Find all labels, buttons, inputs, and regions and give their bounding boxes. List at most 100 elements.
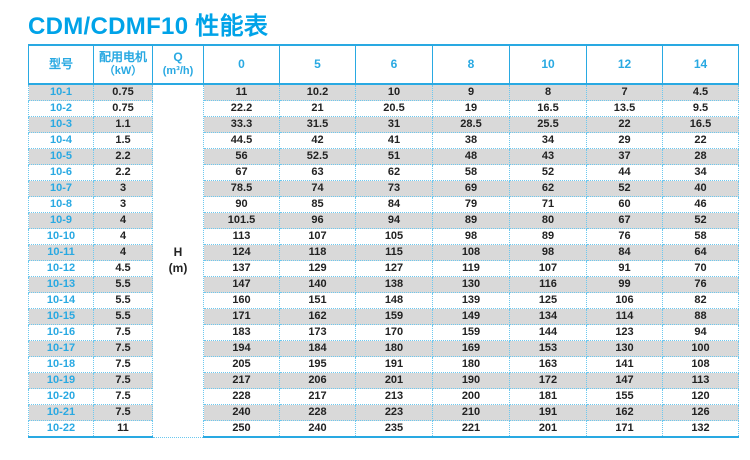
table-row: 10-3 1.1 33.3 31.5 31 28.5 25.5 22 16.5 — [28, 116, 739, 133]
head-value-cell: 76 — [586, 228, 663, 245]
motor-kw-cell: 7.5 — [93, 388, 153, 405]
motor-kw-cell: 3 — [93, 180, 153, 197]
head-value-cell: 170 — [355, 324, 433, 341]
head-value-cell: 44 — [586, 164, 663, 181]
model-cell: 10-12 — [28, 260, 94, 277]
table-row: 10-9 4 101.5 96 94 89 80 67 52 — [28, 212, 739, 229]
head-unit-symbol: H — [173, 245, 183, 260]
head-value-cell: 139 — [432, 292, 510, 309]
head-value-cell: 79 — [432, 196, 510, 213]
head-value-cell: 40 — [662, 180, 739, 197]
head-value-cell: 114 — [586, 308, 663, 325]
head-value-cell: 159 — [355, 308, 433, 325]
model-cell: 10-16 — [28, 324, 94, 341]
model-cell: 10-4 — [28, 132, 94, 149]
head-value-cell: 8 — [509, 83, 587, 101]
model-cell: 10-13 — [28, 276, 94, 293]
head-value-cell: 22 — [586, 116, 663, 133]
header-flow-3: 8 — [432, 44, 510, 85]
head-value-cell: 43 — [509, 148, 587, 165]
head-value-cell: 163 — [509, 356, 587, 373]
motor-kw-cell: 7.5 — [93, 404, 153, 421]
head-value-cell: 147 — [203, 276, 280, 293]
head-value-cell: 123 — [586, 324, 663, 341]
head-value-cell: 16.5 — [509, 100, 587, 117]
head-value-cell: 210 — [432, 404, 510, 421]
head-value-cell: 69 — [432, 180, 510, 197]
motor-kw-cell: 5.5 — [93, 276, 153, 293]
head-value-cell: 38 — [432, 132, 510, 149]
header-flow-4: 10 — [509, 44, 587, 85]
table-row: 10-22 11 250 240 235 221 201 171 132 — [28, 420, 739, 438]
head-value-cell: 217 — [203, 372, 280, 389]
head-value-cell: 160 — [203, 292, 280, 309]
table-row: 10-11 4 124 118 115 108 98 84 64 — [28, 244, 739, 261]
table-row: 10-6 2.2 67 63 62 58 52 44 34 — [28, 164, 739, 181]
motor-kw-cell: 7.5 — [93, 372, 153, 389]
head-value-cell: 107 — [279, 228, 356, 245]
motor-kw-cell: 2.2 — [93, 148, 153, 165]
head-value-cell: 138 — [355, 276, 433, 293]
head-value-cell: 108 — [432, 244, 510, 261]
motor-kw-cell: 0.75 — [93, 83, 153, 101]
head-value-cell: 22.2 — [203, 100, 280, 117]
head-value-cell: 33.3 — [203, 116, 280, 133]
head-value-cell: 172 — [509, 372, 587, 389]
head-unit-cell: H (m) — [152, 83, 204, 438]
head-value-cell: 228 — [203, 388, 280, 405]
model-cell: 10-8 — [28, 196, 94, 213]
head-value-cell: 70 — [662, 260, 739, 277]
head-value-cell: 171 — [203, 308, 280, 325]
head-value-cell: 58 — [432, 164, 510, 181]
header-flow-symbol: Q — [173, 50, 183, 65]
model-cell: 10-9 — [28, 212, 94, 229]
head-value-cell: 13.5 — [586, 100, 663, 117]
head-value-cell: 51 — [355, 148, 433, 165]
head-value-cell: 9 — [432, 83, 510, 101]
model-cell: 10-3 — [28, 116, 94, 133]
head-value-cell: 221 — [432, 420, 510, 438]
head-value-cell: 46 — [662, 196, 739, 213]
table-row: 10-8 3 90 85 84 79 71 60 46 — [28, 196, 739, 213]
motor-kw-cell: 7.5 — [93, 356, 153, 373]
head-value-cell: 4.5 — [662, 83, 739, 101]
head-value-cell: 119 — [432, 260, 510, 277]
head-value-cell: 148 — [355, 292, 433, 309]
head-value-cell: 34 — [509, 132, 587, 149]
head-value-cell: 162 — [279, 308, 356, 325]
head-value-cell: 88 — [662, 308, 739, 325]
head-value-cell: 235 — [355, 420, 433, 438]
head-value-cell: 180 — [355, 340, 433, 357]
head-value-cell: 240 — [279, 420, 356, 438]
head-value-cell: 52 — [586, 180, 663, 197]
table-row: 10-21 7.5 240 228 223 210 191 162 126 — [28, 404, 739, 421]
head-value-cell: 173 — [279, 324, 356, 341]
model-cell: 10-21 — [28, 404, 94, 421]
head-value-cell: 52 — [662, 212, 739, 229]
head-value-cell: 62 — [355, 164, 433, 181]
head-value-cell: 9.5 — [662, 100, 739, 117]
model-cell: 10-15 — [28, 308, 94, 325]
head-value-cell: 31.5 — [279, 116, 356, 133]
head-value-cell: 183 — [203, 324, 280, 341]
head-value-cell: 98 — [509, 244, 587, 261]
head-value-cell: 67 — [586, 212, 663, 229]
head-value-cell: 100 — [662, 340, 739, 357]
head-value-cell: 147 — [586, 372, 663, 389]
head-value-cell: 34 — [662, 164, 739, 181]
motor-kw-cell: 1.5 — [93, 132, 153, 149]
head-value-cell: 201 — [509, 420, 587, 438]
head-value-cell: 250 — [203, 420, 280, 438]
head-unit-label: (m) — [168, 260, 188, 275]
model-cell: 10-1 — [28, 83, 94, 101]
head-value-cell: 76 — [662, 276, 739, 293]
header-flow-unit: (m³/h) — [162, 65, 194, 78]
head-value-cell: 41 — [355, 132, 433, 149]
head-value-cell: 153 — [509, 340, 587, 357]
head-value-cell: 180 — [432, 356, 510, 373]
head-value-cell: 149 — [432, 308, 510, 325]
header-motor-line2: （kW） — [103, 65, 143, 78]
head-value-cell: 25.5 — [509, 116, 587, 133]
head-value-cell: 80 — [509, 212, 587, 229]
